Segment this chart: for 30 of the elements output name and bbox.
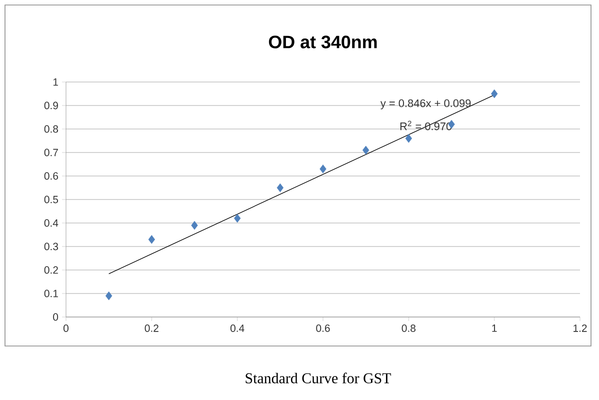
x-tick-label: 0.2 (144, 324, 158, 332)
point (276, 183, 284, 192)
chart-title: OD at 340nm (268, 36, 377, 48)
text: Standard Curve for GST (246, 372, 392, 384)
y-tick-label: 0.7 (44, 148, 58, 156)
x-tick-label: 0.4 (230, 324, 244, 332)
point (491, 89, 498, 98)
y-tick-label: 0.2 (44, 266, 58, 274)
point (191, 220, 198, 230)
y-tick-label: 1 (53, 78, 58, 86)
y-tick-label: 0.8 (44, 125, 58, 133)
x-tick-label: 0.8 (402, 324, 416, 332)
point (320, 164, 326, 174)
y-tick-label: 0.1 (44, 290, 58, 298)
y-tick-label: 0.6 (44, 172, 58, 180)
y-tick-label: 0.3 (44, 242, 58, 250)
x-tick-label: 1.2 (574, 324, 587, 332)
x-tick-label: 1 (492, 324, 497, 332)
y-tick-label: 0 (53, 313, 58, 321)
y-tick-label: 0.9 (44, 102, 58, 110)
y-tick-label: 0.5 (44, 196, 58, 204)
annotation: y = 0.846x + 0.099 (380, 99, 471, 110)
x-tick-label: 0.6 (316, 324, 330, 332)
point (105, 291, 112, 300)
point (405, 134, 412, 143)
point (234, 214, 241, 223)
point (362, 146, 370, 155)
x-tick-label: 0 (63, 324, 68, 332)
y-tick-label: 0.4 (44, 219, 58, 227)
point (148, 235, 156, 244)
